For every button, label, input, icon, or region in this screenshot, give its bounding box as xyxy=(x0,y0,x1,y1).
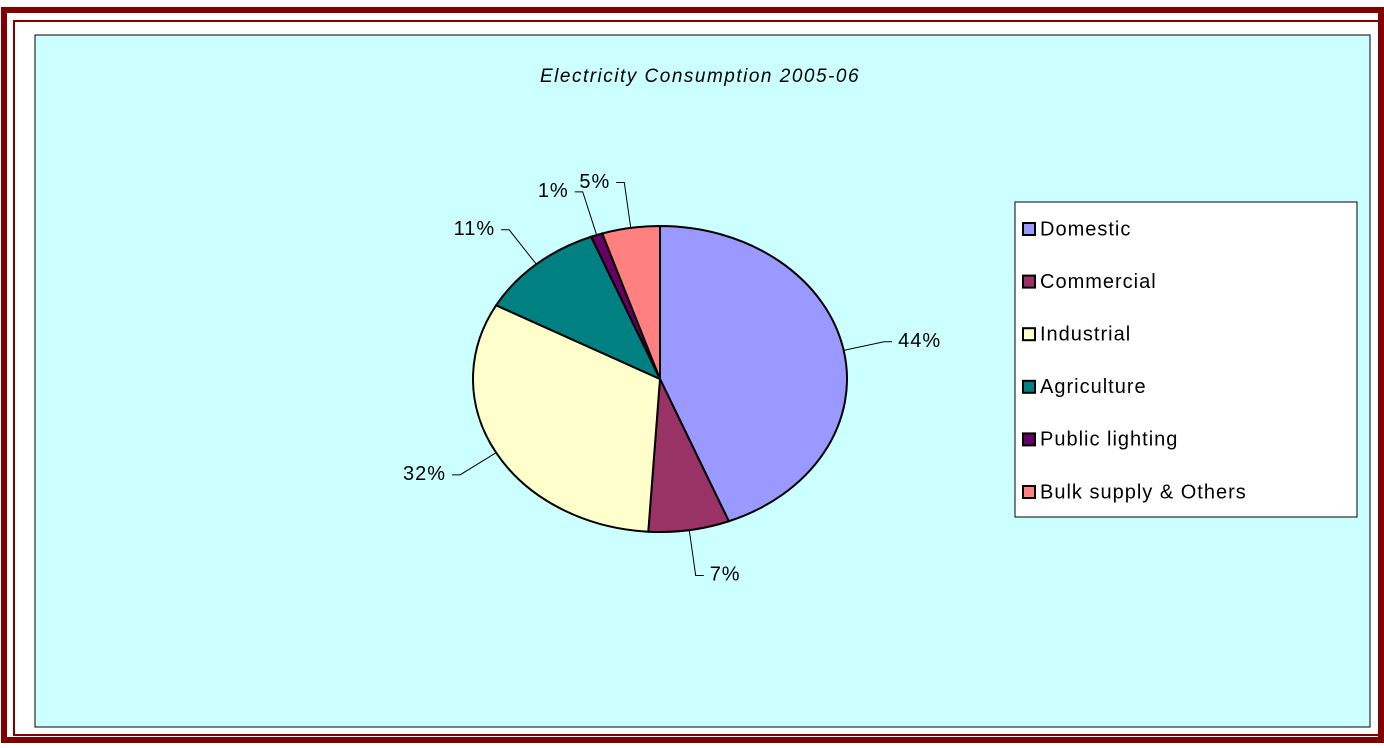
leader-line xyxy=(843,341,893,351)
leader-line xyxy=(501,229,537,265)
frame-outer xyxy=(1,7,1384,743)
legend-swatch xyxy=(1022,327,1036,342)
legend-swatch xyxy=(1022,274,1036,289)
legend-label: Domestic xyxy=(1040,218,1131,240)
data-label: 1% xyxy=(538,180,569,202)
legend-swatch xyxy=(1022,379,1036,394)
data-label: 7% xyxy=(710,564,741,586)
legend-label: Public lighting xyxy=(1040,429,1178,451)
legend-label: Industrial xyxy=(1040,323,1131,345)
legend-label: Commercial xyxy=(1040,271,1157,293)
frame-inner xyxy=(13,20,1384,736)
legend-box xyxy=(1014,201,1358,518)
leader-line xyxy=(452,452,497,476)
data-label: 44% xyxy=(898,330,941,352)
data-label: 11% xyxy=(454,218,496,240)
legend-swatch xyxy=(1022,222,1036,236)
leader-line xyxy=(688,530,704,576)
leader-line xyxy=(574,191,598,236)
data-label: 32% xyxy=(403,463,446,485)
pie-slice xyxy=(472,304,662,533)
legend-swatch xyxy=(1022,485,1036,499)
legend-swatch xyxy=(1022,432,1036,447)
data-label: 5% xyxy=(579,171,610,193)
pie-slice xyxy=(494,235,663,382)
legend-label: Agriculture xyxy=(1040,376,1147,398)
chart-title: Electricity Consumption 2005-06 xyxy=(540,66,860,87)
leader-line xyxy=(616,182,632,228)
legend-label: Bulk supply & Others xyxy=(1040,481,1247,503)
